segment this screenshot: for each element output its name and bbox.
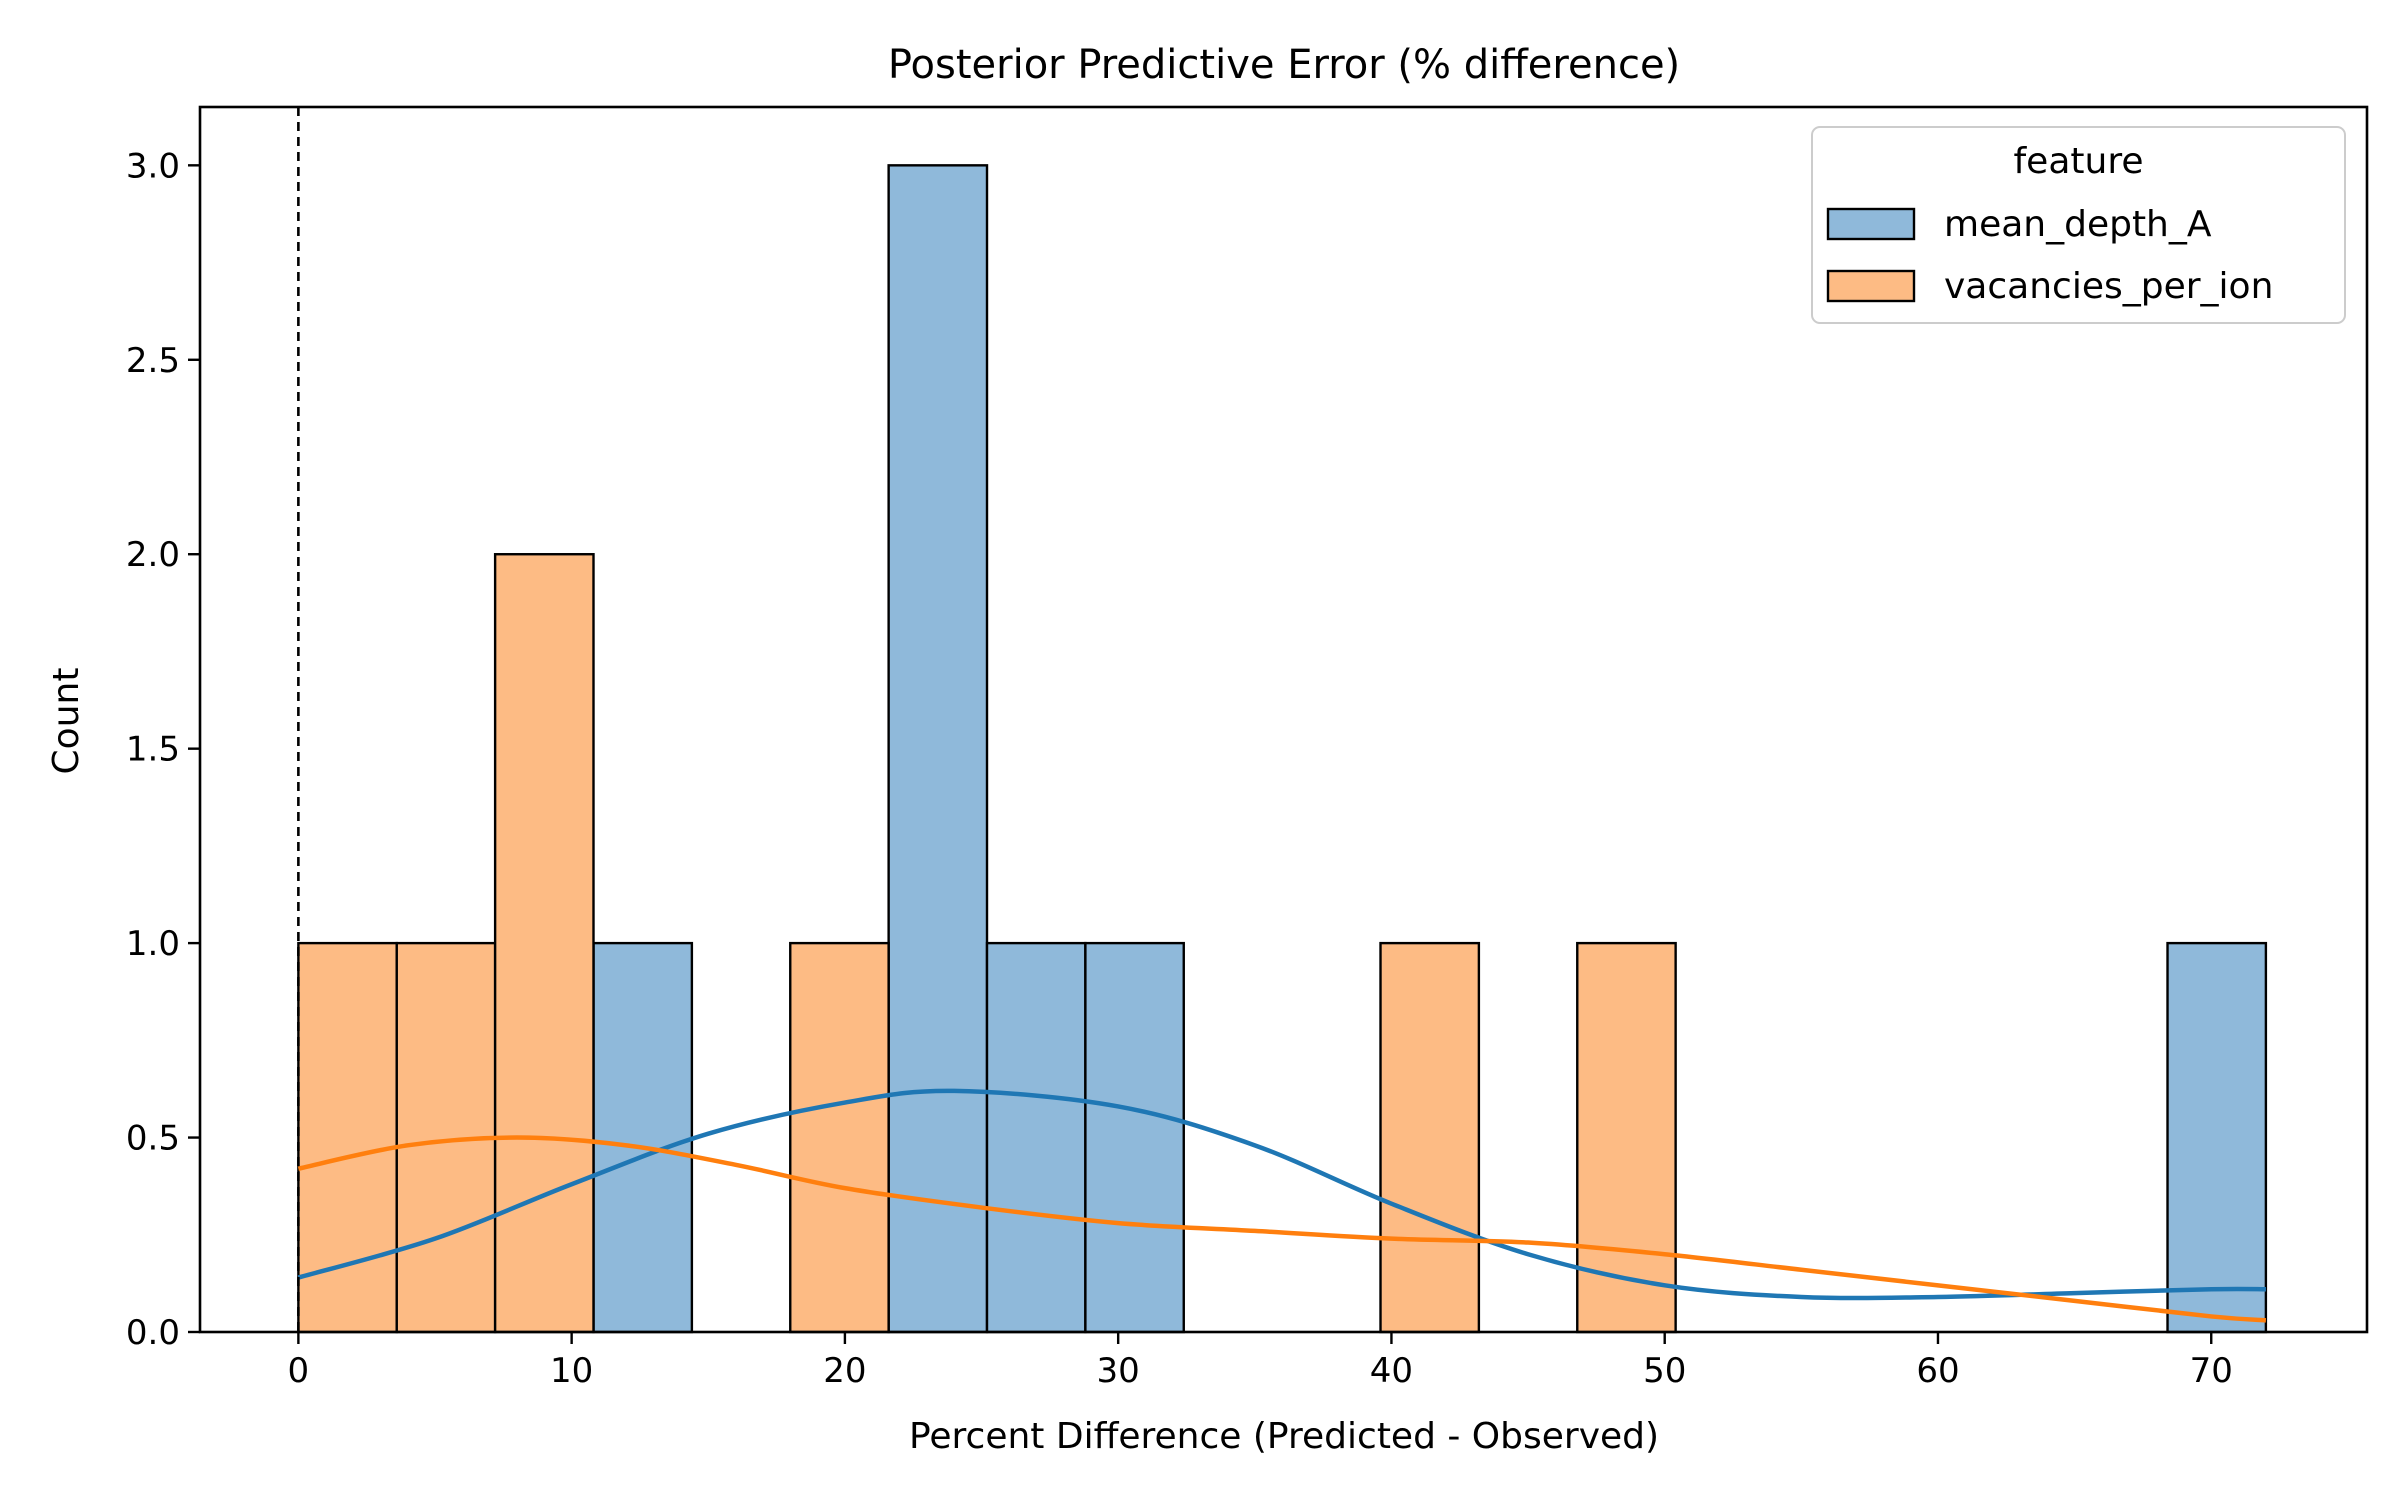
bar-series0-bin8 — [1084, 941, 1185, 1334]
legend-swatch-1 — [1826, 269, 1916, 303]
bar-series1-bin5 — [789, 941, 890, 1334]
x-axis-label: Percent Difference (Predicted - Observed… — [909, 1416, 1659, 1457]
bars-layer — [297, 164, 2268, 1334]
x-tick-label-50: 50 — [1643, 1351, 1686, 1391]
x-tick-label-40: 40 — [1370, 1351, 1413, 1391]
bar-series0-bin3 — [592, 941, 694, 1334]
y-tick-label-3: 3.0 — [126, 146, 180, 186]
y-tick-label-1: 1.0 — [126, 924, 180, 964]
kde-layer — [297, 1088, 2267, 1323]
chart-title: Posterior Predictive Error (% difference… — [888, 42, 1680, 88]
y-tick-label-2.5: 2.5 — [126, 341, 180, 381]
x-tick-label-10: 10 — [550, 1351, 593, 1391]
x-tick-label-20: 20 — [823, 1351, 866, 1391]
bar-series0-bin6 — [887, 164, 989, 1334]
bar-series0-bin19 — [2166, 941, 2268, 1334]
y-tick-label-0: 0.0 — [126, 1313, 180, 1353]
bar-series1-bin0 — [297, 941, 398, 1334]
legend-box — [1811, 126, 2346, 324]
legend: feature mean_depth_A vacancies_per_ion — [1811, 126, 2346, 324]
plot-frame — [198, 105, 2369, 1334]
axes-layer: 0 10 20 30 40 50 60 70 0.0 0.5 1.0 1.5 2.0 2.5 3.0 — [126, 105, 2369, 1391]
bar-series0-bin7 — [985, 941, 1087, 1334]
kde-line-series0 — [297, 1088, 2266, 1301]
y-tick-label-2: 2.0 — [126, 535, 180, 575]
y-axis-label: Count — [46, 668, 87, 775]
x-tick-label-60: 60 — [1916, 1351, 1959, 1391]
legend-label-1: vacancies_per_ion — [1944, 266, 2273, 307]
y-tick-label-0.5: 0.5 — [126, 1119, 180, 1159]
bar-series1-bin11 — [1379, 941, 1481, 1334]
x-tick-label-70: 70 — [2190, 1351, 2233, 1391]
x-tick-label-0: 0 — [288, 1351, 310, 1391]
bar-series1-bin13 — [1576, 941, 1677, 1334]
y-tick-label-1.5: 1.5 — [126, 730, 180, 770]
bar-series1-bin2 — [493, 553, 595, 1334]
kde-line-series1 — [297, 1135, 2267, 1323]
legend-swatch-0 — [1826, 207, 1916, 241]
legend-label-0: mean_depth_A — [1944, 204, 2212, 245]
legend-title: feature — [2014, 141, 2144, 182]
x-tick-label-30: 30 — [1097, 1351, 1140, 1391]
